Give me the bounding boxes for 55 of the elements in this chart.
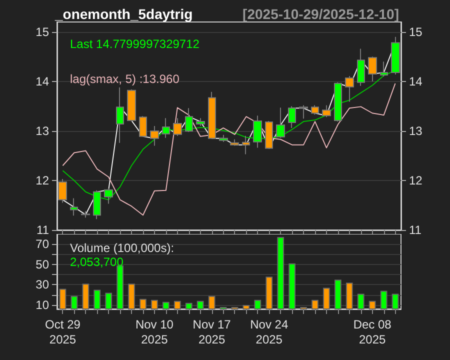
candlestick [58,178,67,204]
candlestick [276,107,285,138]
candlestick [173,118,182,136]
candlestick [391,36,400,75]
candlestick [81,210,90,218]
candlestick [242,135,250,155]
candlestick [357,48,365,86]
y-tick-label: 12 [36,173,50,188]
candlestick [299,104,308,120]
annotation: lag(smax, 5) :13.960 [70,72,180,86]
candlestick [265,120,273,150]
candlestick [230,138,239,146]
candlestick [311,104,319,116]
x-tick-label: Nov 17 2025 [192,318,232,346]
x-tick-label: Oct 29 2025 [45,318,81,346]
candlestick [116,86,124,144]
candlestick [208,91,216,140]
y2-tick-label: 13 [409,124,423,138]
candlestick [322,104,331,118]
candlestick [334,82,342,122]
annotation: Volume (100,000s): [70,241,174,255]
candlestick [185,108,193,132]
candlestick [127,88,136,122]
candlestick [253,115,262,148]
candlestick [104,188,113,204]
candlestick [196,118,205,126]
y2-tick-label: 14 [409,74,423,88]
candlestick [139,116,147,138]
annotation: Last 14.7799997329712 [70,37,200,51]
y-tick-label: 70 [36,237,50,252]
x-tick-label: Dec 08 2025 [353,318,392,346]
candlestick [70,198,78,216]
candlestick [162,118,170,138]
candlestick [150,126,159,146]
y-tick-label: 14 [36,74,50,88]
y-tick-label: 30 [36,278,50,292]
chart-title: _onemonth_5daytrig [54,6,193,22]
candlestick [345,75,354,102]
candlestick [368,56,377,82]
y-tick-label: 10 [36,298,50,312]
y2-tick-label: 11 [409,223,422,237]
y-tick-label: 50 [36,257,50,272]
candlestick [93,190,101,220]
chart-subtitle: [2025-10-29/2025-12-10] [242,6,400,22]
x-tick-label: Nov 10 2025 [135,318,174,346]
candlestick [219,134,228,142]
y-tick-label: 15 [36,24,50,39]
y-tick-label: 11 [36,223,50,237]
candlestick [380,61,388,77]
y2-tick-label: 15 [409,24,423,39]
x-tick-label: Nov 24 2025 [250,318,288,346]
y-tick-label: 13 [36,124,50,138]
annotation: 2,053,700 [70,255,124,269]
candlestick [288,106,296,128]
y2-tick-label: 12 [409,173,423,188]
